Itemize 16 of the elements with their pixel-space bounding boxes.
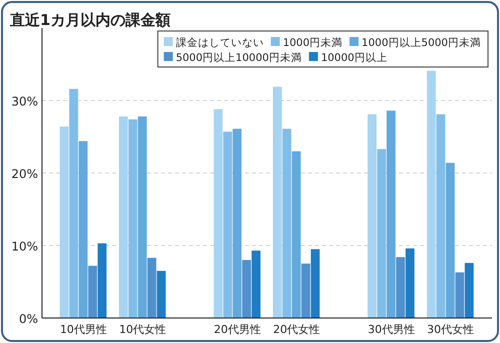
- x-tick-label: 30代女性: [427, 323, 474, 336]
- x-tick-label: 20代男性: [214, 323, 261, 336]
- x-tick-label: 10代女性: [119, 323, 166, 336]
- x-tick-label: 10代男性: [60, 323, 107, 336]
- legend-label: 1000円未満: [282, 36, 343, 49]
- legend-label: 10000円以上: [320, 51, 388, 64]
- legend-label: 課金はしていない: [176, 36, 264, 49]
- y-tick-label: 10%: [11, 240, 38, 254]
- y-tick-label: 30%: [11, 94, 38, 108]
- x-tick-label: 20代女性: [273, 323, 320, 336]
- chart-title: 直近1カ月以内の課金額: [9, 11, 170, 29]
- legend-label: 1000円以上5000円未満: [362, 36, 481, 49]
- legend-label: 5000円以上10000円未満: [176, 51, 302, 64]
- y-tick-label: 0%: [18, 312, 38, 326]
- y-tick-label: 20%: [11, 167, 38, 181]
- x-tick-label: 30代男性: [368, 323, 415, 336]
